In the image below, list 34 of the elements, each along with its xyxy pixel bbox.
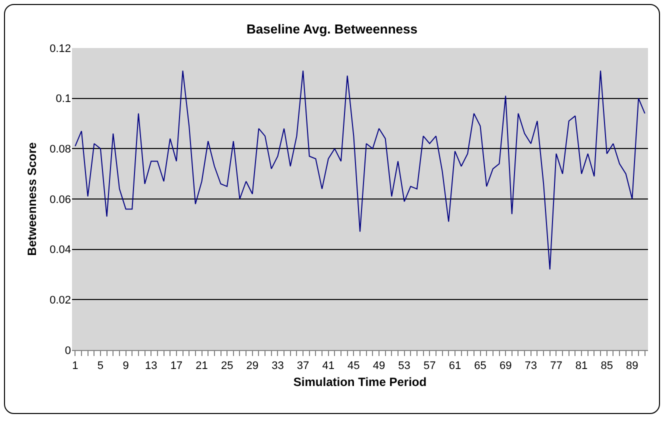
x-tick-label: 45 bbox=[348, 360, 360, 372]
line-series bbox=[74, 70, 646, 270]
x-tick-label: 85 bbox=[600, 360, 613, 372]
x-axis-title: Simulation Time Period bbox=[293, 375, 427, 390]
x-tick-label: 37 bbox=[296, 360, 310, 372]
x-tick-label: 69 bbox=[499, 360, 512, 372]
y-tick-label: 0.08 bbox=[50, 144, 71, 156]
x-tick-label: 29 bbox=[246, 360, 259, 372]
x-tick-label: 21 bbox=[196, 360, 208, 372]
x-tick-label: 81 bbox=[575, 360, 588, 372]
x-tick-label: 65 bbox=[474, 360, 486, 372]
x-tick-label: 41 bbox=[322, 360, 334, 372]
y-tick-label: 0.12 bbox=[50, 42, 71, 55]
x-tick-label: 25 bbox=[220, 360, 234, 372]
y-tick-label: 0.1 bbox=[56, 93, 71, 106]
x-tick-label: 77 bbox=[550, 360, 562, 372]
x-tick-label: 89 bbox=[626, 360, 638, 372]
x-tick-label: 13 bbox=[144, 360, 158, 372]
x-tick-label: 33 bbox=[272, 360, 284, 372]
x-tick-label: 73 bbox=[524, 360, 538, 372]
x-tick-label: 49 bbox=[372, 360, 386, 372]
x-tick-label: 17 bbox=[170, 360, 183, 372]
y-tick-label: 0 bbox=[64, 344, 71, 357]
y-tick-label: 0.04 bbox=[50, 244, 71, 256]
y-tick-label: 0.02 bbox=[50, 294, 71, 307]
x-tick-label: 5 bbox=[97, 360, 104, 372]
x-tick-label: 61 bbox=[448, 360, 462, 372]
x-tick-label: 57 bbox=[424, 360, 436, 372]
x-tick-label: 53 bbox=[398, 360, 410, 372]
y-tick-label: 0.06 bbox=[50, 194, 71, 206]
chart-title: Baseline Avg. Betweenness bbox=[246, 21, 418, 36]
y-axis-title: Betweenness Score bbox=[24, 142, 39, 256]
x-tick-label: 9 bbox=[122, 360, 129, 372]
x-tick-label: 1 bbox=[72, 360, 78, 372]
